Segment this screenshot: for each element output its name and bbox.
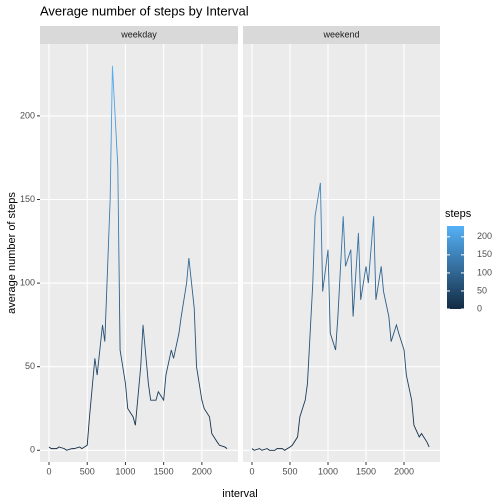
y-tick-label: 200 (20, 110, 35, 120)
x-tick-label: 1500 (356, 466, 376, 476)
y-tick-label: 50 (25, 361, 35, 371)
legend-tick-label: 0 (477, 303, 482, 313)
chart-title: Average number of steps by Interval (40, 3, 249, 18)
strip-label: weekend (322, 29, 359, 39)
legend-title: steps (445, 208, 472, 220)
x-tick-label: 1000 (115, 466, 135, 476)
line (251, 182, 430, 451)
panel (40, 44, 238, 462)
x-tick-label: 2000 (192, 466, 212, 476)
x-tick-label: 0 (249, 466, 254, 476)
strip (243, 26, 440, 44)
line (48, 65, 228, 451)
x-tick-label: 1500 (154, 466, 174, 476)
y-tick-label: 100 (20, 277, 35, 287)
x-tick-label: 500 (282, 466, 297, 476)
x-axis-label: interval (222, 488, 257, 500)
x-tick-label: 500 (80, 466, 95, 476)
legend-tick-label: 200 (477, 231, 492, 241)
x-tick-label: 1000 (318, 466, 338, 476)
legend-tick-label: 150 (477, 249, 492, 259)
legend-tick-label: 100 (477, 267, 492, 277)
strip-label: weekday (120, 29, 157, 39)
y-tick-label: 150 (20, 194, 35, 204)
colorbar (447, 226, 464, 309)
x-tick-label: 2000 (394, 466, 414, 476)
y-axis-label: average number of steps (6, 192, 18, 314)
strip (40, 26, 238, 44)
x-tick-label: 0 (46, 466, 51, 476)
legend-tick-label: 50 (477, 285, 487, 295)
y-tick-label: 0 (30, 445, 35, 455)
